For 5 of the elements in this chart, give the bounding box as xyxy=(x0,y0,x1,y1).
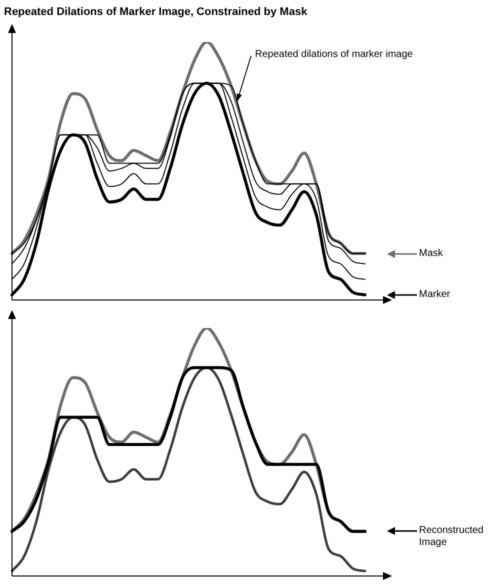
annotation: Repeated dilations of marker image xyxy=(255,48,414,60)
chart-title: Repeated Dilations of Marker Image, Constrained by Mask xyxy=(3,5,308,20)
legend-label: Marker xyxy=(419,288,452,301)
legend-label: Mask xyxy=(419,248,444,260)
legend-label: Reconstructed Image xyxy=(419,525,484,550)
